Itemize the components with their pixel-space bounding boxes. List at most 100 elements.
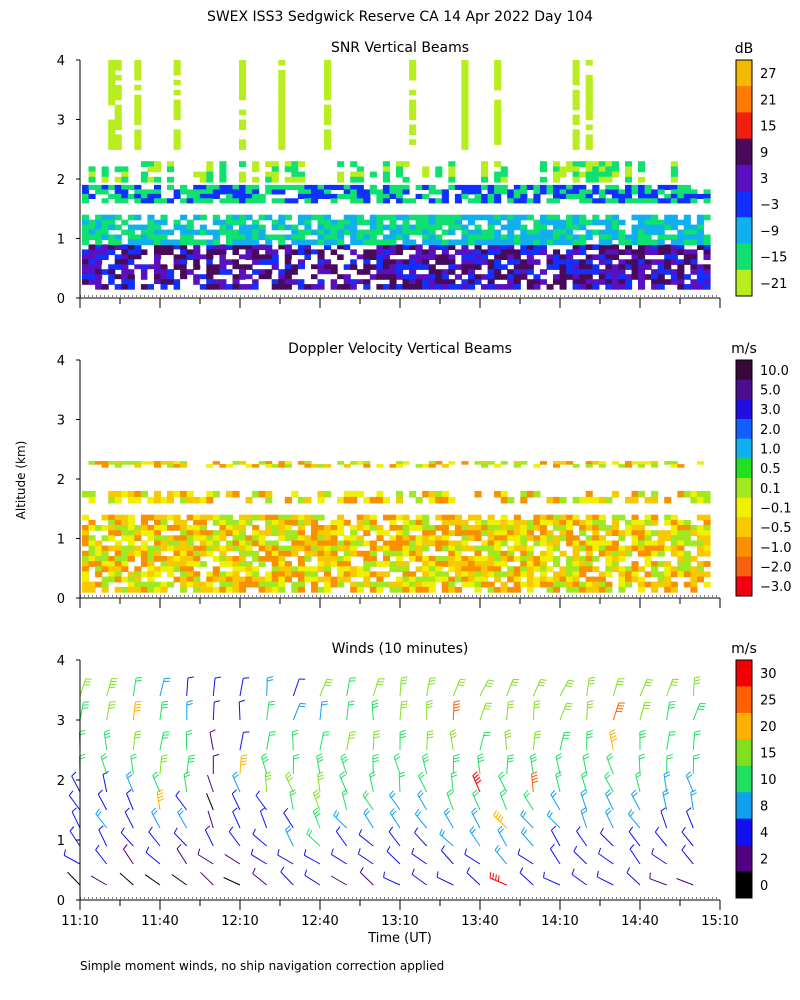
heatmap-cell <box>402 514 410 521</box>
heatmap-cell <box>507 198 515 204</box>
heatmap-cell <box>572 129 580 135</box>
heatmap-cell <box>271 519 279 526</box>
heatmap-cell <box>696 234 704 241</box>
heatmap-cell <box>631 525 639 531</box>
heatmap-cell <box>121 586 129 593</box>
heatmap-cell <box>258 229 266 236</box>
heatmap-cell <box>696 550 704 557</box>
heatmap-cell <box>461 540 469 547</box>
heatmap-cell <box>481 571 489 578</box>
heatmap-cell <box>225 571 233 578</box>
heatmap-cell <box>193 556 201 562</box>
wind-barb <box>200 871 214 886</box>
heatmap-cell <box>494 556 502 562</box>
heatmap-cell <box>108 514 116 521</box>
heatmap-cell <box>566 166 574 173</box>
heatmap-cell <box>553 586 561 593</box>
heatmap-cell <box>376 581 384 588</box>
heatmap-cell <box>225 193 233 199</box>
wind-barb-flag <box>95 808 100 815</box>
heatmap-cell <box>566 189 574 195</box>
heatmap-cell <box>402 540 410 547</box>
heatmap-cell <box>585 279 593 285</box>
heatmap-cell <box>520 189 528 195</box>
heatmap-cell <box>611 234 619 241</box>
heatmap-cell <box>402 519 410 526</box>
heatmap-cell <box>199 519 207 526</box>
heatmap-cell <box>127 284 135 290</box>
wind-barb-flag <box>317 759 324 763</box>
heatmap-cell <box>101 229 109 236</box>
heatmap-cell <box>526 550 534 557</box>
heatmap-cell <box>605 571 613 578</box>
heatmap-cell <box>297 535 305 542</box>
heatmap-cell <box>239 249 247 255</box>
heatmap-cell <box>127 545 135 552</box>
wind-barb-flag <box>97 789 103 795</box>
wind-barb-flag <box>187 676 194 679</box>
heatmap-cell <box>278 464 286 468</box>
wind-barb <box>176 848 188 865</box>
heatmap-cell <box>180 264 188 270</box>
heatmap-cell <box>566 535 574 542</box>
wind-barb <box>546 814 561 829</box>
heatmap-cell <box>311 229 319 236</box>
heatmap-cell <box>598 545 606 552</box>
heatmap-cell <box>566 540 574 547</box>
heatmap-cell <box>186 550 194 557</box>
heatmap-cell <box>474 519 482 526</box>
heatmap-cell <box>252 161 260 167</box>
heatmap-cell <box>448 284 456 290</box>
heatmap-cell <box>461 65 469 71</box>
heatmap-cell <box>625 166 633 173</box>
wind-barb-flag <box>587 700 594 703</box>
heatmap-cell <box>533 219 541 226</box>
wind-barb <box>102 774 108 793</box>
heatmap-cell <box>199 239 207 246</box>
heatmap-cell <box>382 550 390 557</box>
heatmap-cell <box>291 171 299 178</box>
heatmap-cell <box>382 514 390 521</box>
heatmap-cell <box>481 249 489 255</box>
wind-barb-flag <box>418 792 424 798</box>
heatmap-cell <box>239 193 247 199</box>
heatmap-cell <box>572 264 580 270</box>
heatmap-cell <box>526 234 534 241</box>
heatmap-cell <box>690 586 698 593</box>
heatmap-cell <box>154 193 162 199</box>
heatmap-cell <box>219 519 227 526</box>
wind-barb <box>466 872 481 886</box>
heatmap-cell <box>487 540 495 547</box>
heatmap-cell <box>703 244 711 250</box>
heatmap-cell <box>605 550 613 557</box>
heatmap-cell <box>454 224 462 231</box>
wind-barb <box>666 678 674 697</box>
heatmap-cell <box>572 134 580 140</box>
heatmap-cell <box>154 540 162 547</box>
wind-barb-flag <box>453 703 461 706</box>
heatmap-cell <box>559 576 567 583</box>
colorbar-swatch <box>736 458 752 479</box>
heatmap-cell <box>494 264 502 270</box>
wind-barb-flag <box>349 734 356 736</box>
heatmap-cell <box>670 514 678 521</box>
heatmap-cell <box>546 581 554 588</box>
heatmap-cell <box>232 561 240 567</box>
heatmap-cell <box>500 284 508 290</box>
heatmap-cell <box>579 234 587 241</box>
heatmap-cell <box>454 566 462 573</box>
heatmap-cell <box>114 540 122 547</box>
wind-barb-flag <box>292 732 299 736</box>
heatmap-cell <box>278 550 286 557</box>
wind-barb-flag <box>605 807 611 813</box>
heatmap-cell <box>415 581 423 588</box>
wind-barb-flag <box>669 701 676 703</box>
heatmap-cell <box>566 249 574 255</box>
heatmap-cell <box>173 284 181 290</box>
heatmap-cell <box>435 566 443 573</box>
heatmap-cell <box>690 581 698 588</box>
wind-barb <box>543 877 561 886</box>
heatmap-cell <box>369 189 377 195</box>
wind-barb-flag <box>232 771 238 776</box>
heatmap-cell <box>494 189 502 195</box>
